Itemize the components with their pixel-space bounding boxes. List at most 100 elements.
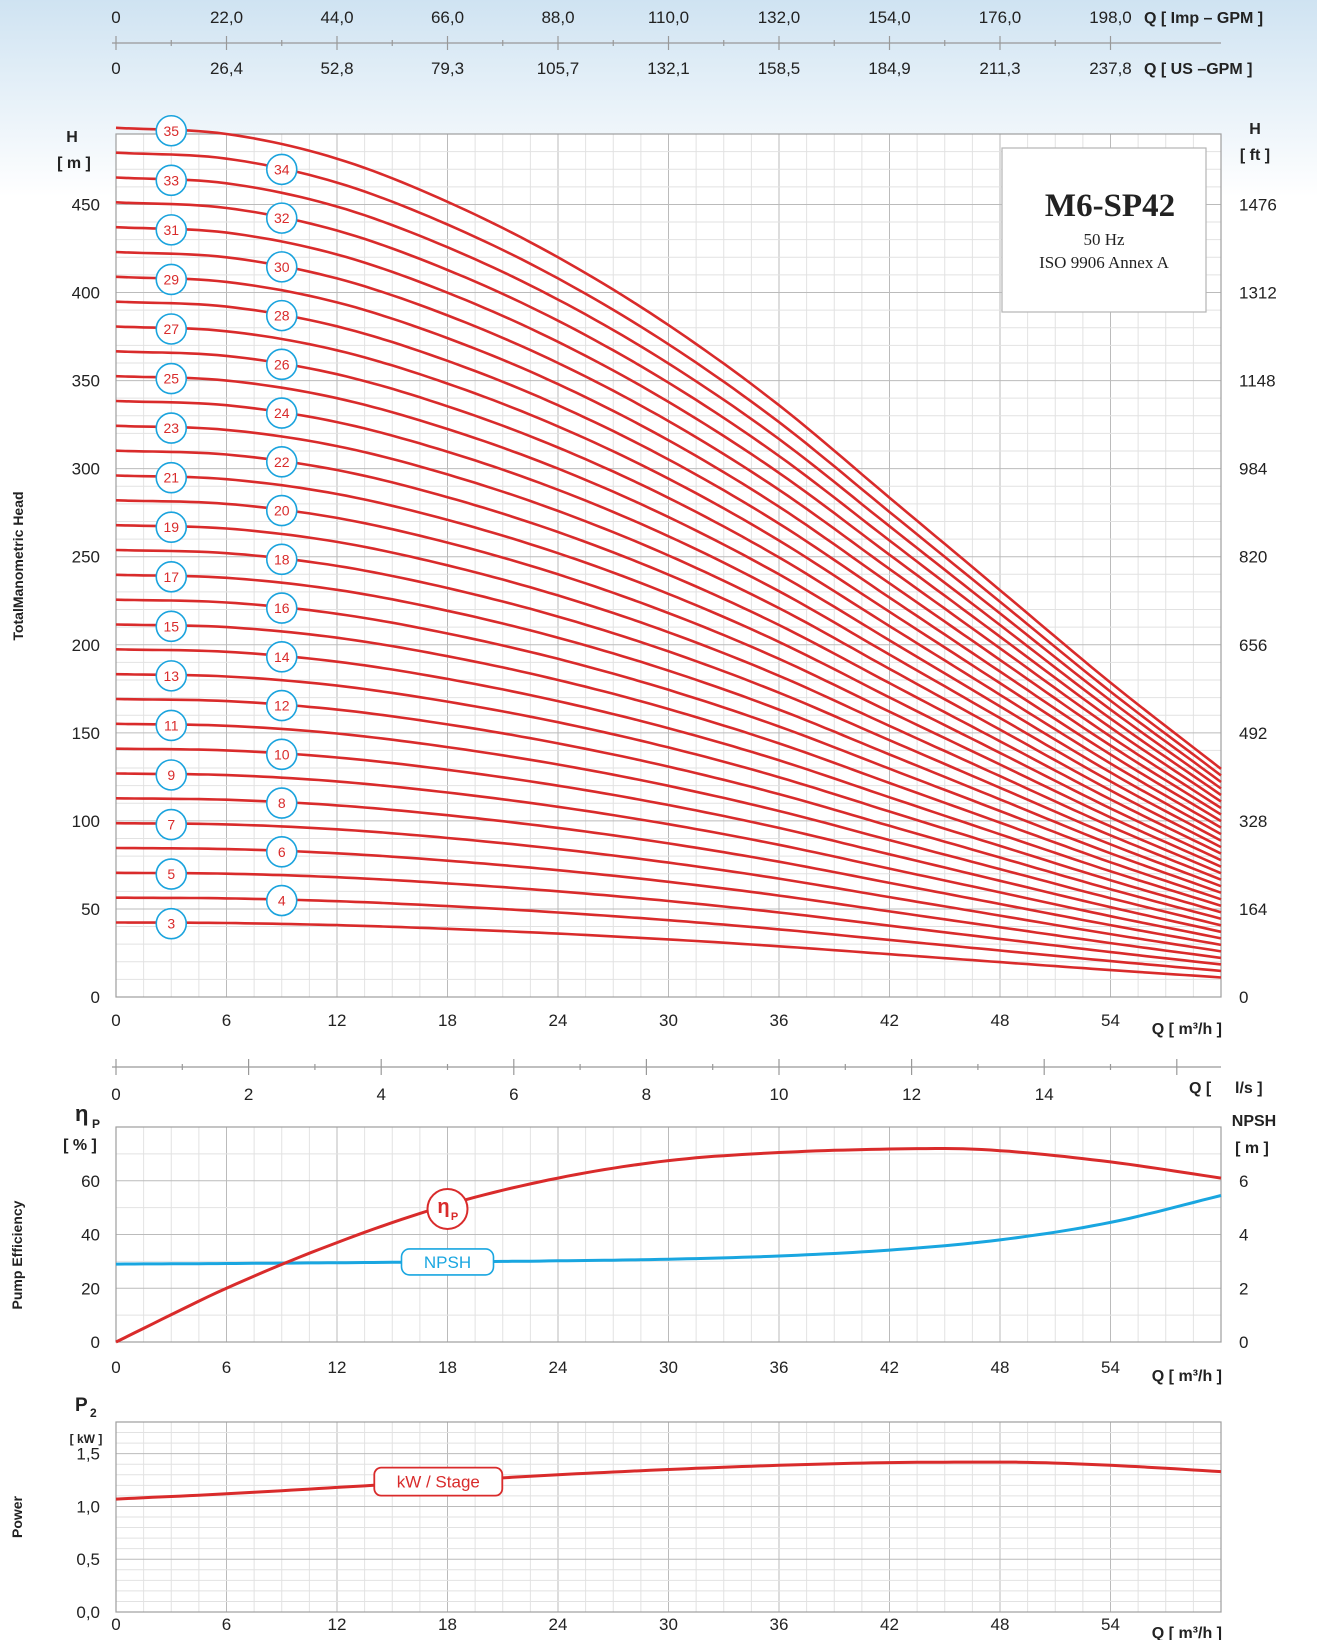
stage-curve-19	[115, 523, 1222, 875]
stage-badge-label: 19	[163, 519, 179, 535]
y-right-tick-label: 0	[1239, 988, 1248, 1007]
stage-badge	[265, 446, 298, 478]
x-tick-label: 6	[222, 1358, 231, 1377]
stage-badge	[155, 164, 188, 197]
stage-curve-9	[115, 772, 1222, 940]
stage-curve-8	[115, 797, 1222, 947]
efficiency-series-label-subscript: P	[451, 1211, 458, 1223]
y-right-axis-unit: [ m ]	[1235, 1140, 1269, 1157]
stage-badge	[155, 560, 188, 593]
stage-badge-label: 13	[163, 668, 179, 684]
stage-curve-17	[115, 573, 1222, 888]
y-tick-label: 200	[72, 636, 100, 655]
npsh-series-label: NPSH	[424, 1253, 471, 1272]
power-series-label: kW / Stage	[397, 1473, 480, 1492]
stage-curve-35	[115, 126, 1222, 770]
stage-badge	[155, 362, 188, 395]
y-right-tick-label: 1476	[1239, 195, 1277, 214]
y-right-tick-label: 2	[1239, 1279, 1248, 1298]
y-tick-label: 150	[72, 724, 100, 743]
y-tick-label: 0,5	[76, 1550, 100, 1569]
ls-tick-label: 10	[770, 1085, 789, 1104]
us-gpm-tick-label: 184,9	[868, 59, 911, 78]
y-tick-label: 0	[91, 988, 100, 1007]
stage-badge	[155, 412, 188, 444]
y-tick-label: 20	[81, 1279, 100, 1298]
stage-badge-label: 24	[274, 405, 290, 421]
x-tick-label: 42	[880, 1358, 899, 1377]
stage-curve-5	[115, 871, 1222, 966]
plot-frame	[115, 1421, 1222, 1613]
stage-badge	[155, 610, 188, 643]
x-tick-label: 30	[659, 1011, 678, 1030]
x-tick-label: 30	[659, 1358, 678, 1377]
power-series-badge	[373, 1466, 504, 1497]
y-right-tick-label: 164	[1239, 900, 1267, 919]
x-tick-label: 12	[328, 1011, 347, 1030]
imp-gpm-axis-title: Q [ Imp – GPM ]	[1144, 10, 1263, 27]
top-flow-axes: 0 22,0 44,0 66,0 88,0 110,0 132,0 154,0 176,0 198…	[111, 8, 1263, 78]
x-tick-label: 54	[1101, 1615, 1120, 1634]
us-gpm-tick-label: 0	[111, 59, 120, 78]
info-box-frame	[1001, 147, 1207, 313]
x-tick-label: 54	[1101, 1358, 1120, 1377]
x-axis-title: Q [ m³/h ]	[1152, 1368, 1222, 1385]
x-axis-title: Q [ m³/h ]	[1152, 1021, 1222, 1038]
y-tick-label: 0	[91, 1333, 100, 1352]
power-panel: 0,0 0,5 1,0 1,5 P 2 [ kW ] Power 0 6 12 18 24 30 36 42 4…	[9, 1395, 1222, 1640]
stage-curve-30	[115, 250, 1222, 803]
stage-badge-label: 16	[274, 600, 290, 616]
stage-badge-label: 5	[167, 866, 175, 882]
stage-badge	[265, 738, 298, 771]
stage-badge-label: 17	[163, 569, 179, 585]
plot-frame	[115, 1126, 1222, 1343]
stage-badge	[265, 689, 298, 722]
stage-badge	[155, 313, 188, 345]
stage-badge-label: 8	[278, 795, 286, 811]
imp-gpm-tick-label: 132,0	[758, 8, 801, 27]
stage-badge	[155, 214, 188, 246]
y-axis-unit: [ % ]	[63, 1137, 97, 1154]
npsh-curve	[115, 1194, 1222, 1266]
ls-tick-label: 2	[244, 1085, 253, 1104]
stage-badge-label: 27	[163, 321, 179, 337]
x-tick-label: 18	[438, 1615, 457, 1634]
y-tick-label: 400	[72, 284, 100, 303]
stage-curve-29	[115, 275, 1222, 810]
y-right-tick-label: 656	[1239, 636, 1267, 655]
y-right-tick-label: 984	[1239, 460, 1267, 479]
stage-curve-11	[115, 722, 1222, 927]
us-gpm-tick-label: 211,3	[979, 59, 1020, 78]
x-tick-label: 0	[111, 1615, 120, 1634]
stage-curve-16	[115, 598, 1222, 894]
y-axis-title: η	[75, 1101, 88, 1126]
stage-badge	[155, 461, 188, 494]
x-tick-label: 42	[880, 1615, 899, 1634]
stage-curve-33	[115, 176, 1222, 784]
x-tick-label: 18	[438, 1358, 457, 1377]
frequency-label: 50 Hz	[1083, 230, 1125, 249]
efficiency-curve	[115, 1147, 1222, 1344]
stage-badge	[155, 808, 188, 841]
stage-badge	[265, 641, 298, 673]
head-panel: 0501001502002503003504004500164328492656…	[10, 114, 1277, 1038]
stage-badge	[155, 660, 188, 692]
stage-badge	[265, 884, 298, 917]
y-right-tick-label: 6	[1239, 1172, 1248, 1191]
stage-badge-label: 9	[167, 767, 175, 783]
stage-badge-label: 23	[163, 420, 179, 436]
stage-curve-18	[115, 548, 1222, 881]
ls-tick-label: 6	[509, 1085, 518, 1104]
x-tick-label: 12	[328, 1358, 347, 1377]
stage-badge	[265, 835, 298, 868]
imp-gpm-tick-label: 88,0	[541, 8, 574, 27]
imp-gpm-tick-label: 154,0	[868, 8, 911, 27]
x-tick-label: 18	[438, 1011, 457, 1030]
y-axis-title-subscript: P	[92, 1117, 100, 1131]
us-gpm-tick-label: 79,3	[431, 59, 464, 78]
y-axis-unit: [ kW ]	[70, 1432, 103, 1446]
stage-badge	[155, 114, 188, 147]
x-tick-label: 54	[1101, 1011, 1120, 1030]
